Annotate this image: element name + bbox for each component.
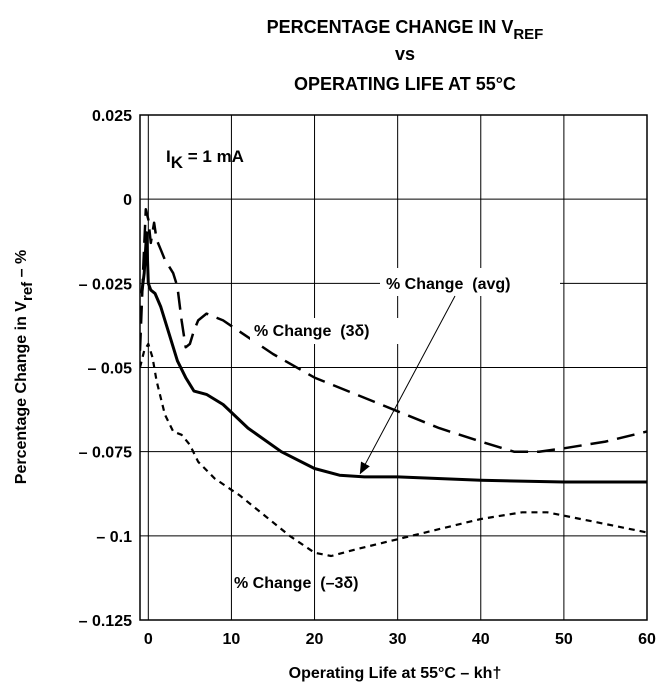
chart-title-line1: PERCENTAGE CHANGE IN VREF [267,17,544,43]
annotation-avg-bg [380,268,560,296]
chart-title-line2: vs [395,44,415,64]
grid [140,114,648,621]
condition-label: IK = 1 mA [166,147,244,172]
series-line-long-dash [140,208,647,453]
series-group [140,208,647,558]
annotation-neg3d: % Change (–3δ) [234,575,358,592]
x-axis-ticks: 0 10 20 30 40 50 60 [144,631,656,648]
x-tick-label: 20 [306,631,324,648]
x-tick-label: 60 [638,631,656,648]
series-line-solid [140,231,647,484]
x-axis-label: Operating Life at 55°C – kh† [289,665,502,682]
x-tick-label: 10 [223,631,241,648]
annotation-3d: % Change (3δ) [254,323,370,340]
annotation-avg-arrow [359,295,456,475]
x-tick-label: 50 [555,631,573,648]
x-tick-label: 0 [144,631,153,648]
y-tick-label: – 0.125 [79,613,132,630]
y-tick-label: – 0.025 [79,276,132,293]
y-tick-label: 0.025 [92,108,132,125]
annotation-avg: % Change (avg) [386,276,510,293]
x-tick-label: 40 [472,631,490,648]
chart-title-line3: OPERATING LIFE AT 55°C [294,74,516,94]
x-tick-label: 30 [389,631,407,648]
y-axis-label: Percentage Change in Vref – % [13,250,36,484]
y-tick-label: – 0.1 [96,529,132,546]
series-line-short-dash [140,342,647,558]
y-axis-ticks: 0.025 0 – 0.025 – 0.05 – 0.075 – 0.1 – 0.125 [79,108,132,630]
annotation-3d-bg [250,318,410,344]
y-tick-label: 0 [123,192,132,209]
y-tick-label: – 0.05 [88,361,133,378]
y-tick-label: – 0.075 [79,445,132,462]
